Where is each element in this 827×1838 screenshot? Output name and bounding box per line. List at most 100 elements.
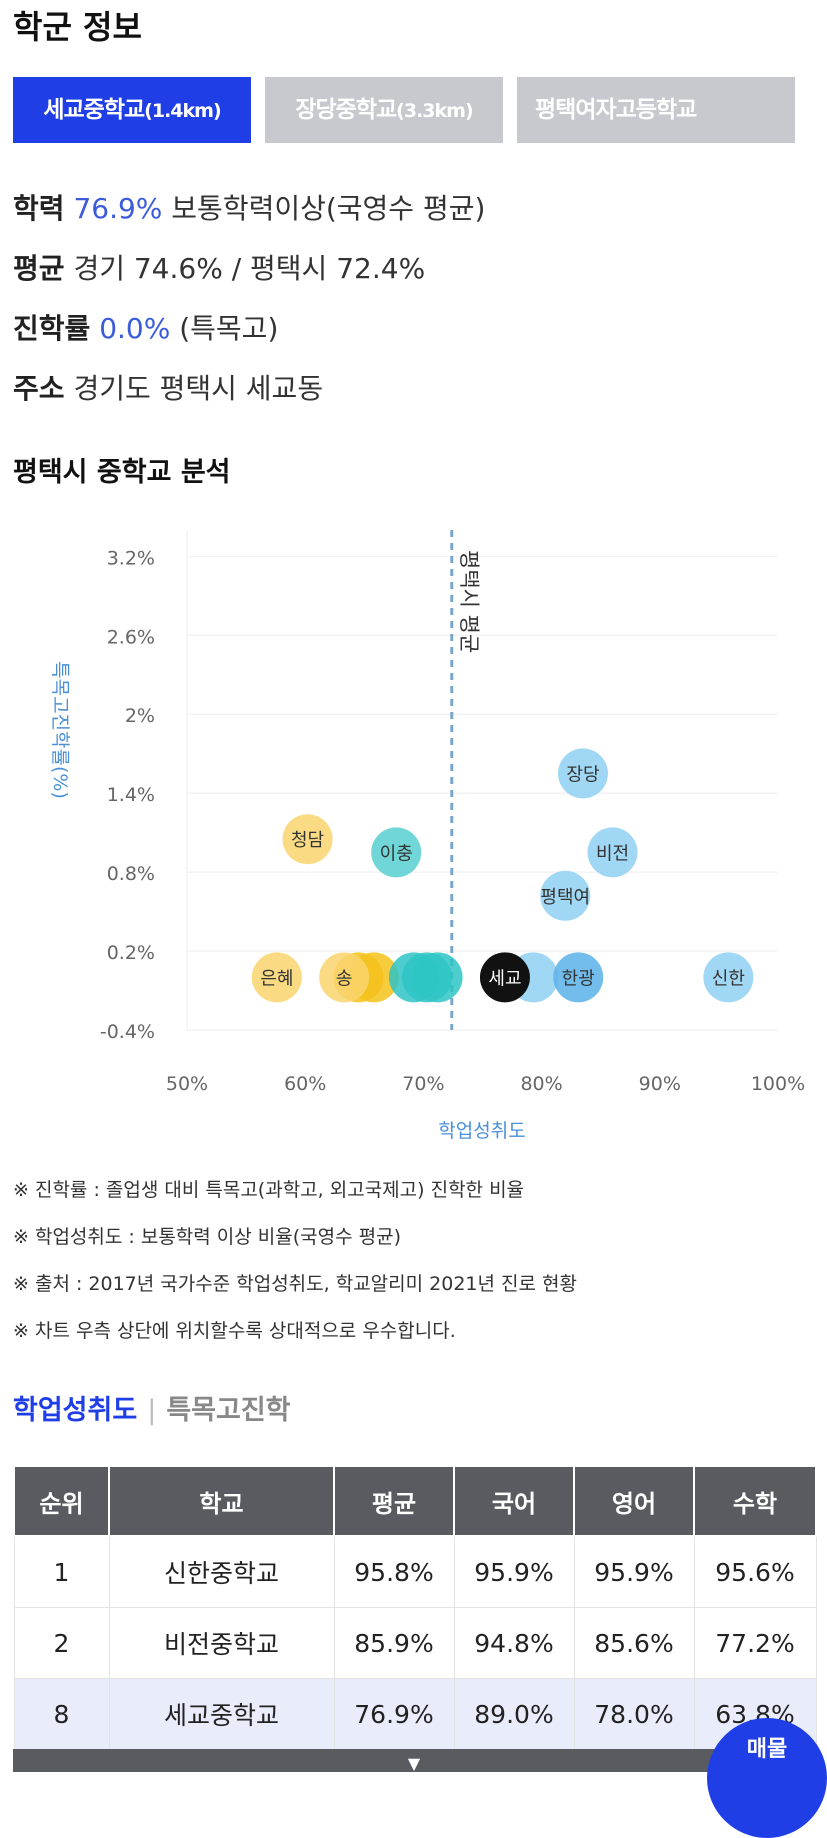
ranking-subtabs: 학업성취도 | 특목고진학 <box>13 1388 291 1427</box>
note-advancement: ※ 진학률 : 졸업생 대비 특목고(과학고, 외고국제고) 진학한 비율 <box>13 1179 525 1201</box>
note-source: ※ 출처 : 2017년 국가수준 학업성취도, 학교알리미 2021년 진로 … <box>13 1273 577 1295</box>
header-english: 영어 <box>573 1465 695 1537</box>
analysis-title: 평택시 중학교 분석 <box>13 457 231 488</box>
note-guide: ※ 차트 우측 상단에 위치할수록 상대적으로 우수합니다. <box>13 1320 456 1342</box>
tab-school-2-name: 장당중학교 <box>295 97 397 123</box>
subtab-separator: | <box>147 1395 157 1426</box>
cell-rank: 2 <box>13 1607 110 1679</box>
data-point-label: 비전 <box>596 843 629 864</box>
y-tick-label: 0.8% <box>107 863 155 885</box>
tab-school-1-name: 세교중학교 <box>43 97 145 123</box>
cell-english: 78.0% <box>573 1678 695 1750</box>
notes: ※ 진학률 : 졸업생 대비 특목고(과학고, 외고국제고) 진학한 비율 ※ … <box>13 1170 577 1358</box>
data-point-label: 이충 <box>380 843 413 864</box>
data-point-label: 은혜 <box>260 968 293 989</box>
tab-school-1-distance: (1.4km) <box>144 100 221 122</box>
header-math: 수학 <box>693 1465 817 1537</box>
tab-school-2[interactable]: 장당중학교(3.3km) <box>265 77 503 143</box>
header-average: 평균 <box>333 1465 455 1537</box>
data-point-label: 평택여 <box>540 887 590 908</box>
x-tick-label: 80% <box>520 1073 562 1095</box>
cell-korean: 94.8% <box>453 1607 575 1679</box>
info-advancement: 진학률 0.0% (특목고) <box>13 307 278 347</box>
info-address: 주소 경기도 평택시 세교동 <box>13 367 323 407</box>
data-point <box>479 952 530 1003</box>
x-tick-label: 60% <box>284 1073 326 1095</box>
cell-school: 신한중학교 <box>108 1535 335 1608</box>
header-korean: 국어 <box>453 1465 575 1537</box>
school-tabs: 세교중학교(1.4km) 장당중학교(3.3km) 평택여자고등학교 <box>13 77 827 143</box>
cell-rank: 8 <box>13 1678 110 1750</box>
info-academic-value: 76.9% <box>73 192 163 225</box>
cell-average: 85.9% <box>333 1607 455 1679</box>
tab-school-1[interactable]: 세교중학교(1.4km) <box>13 77 251 143</box>
cell-math: 95.6% <box>693 1535 817 1608</box>
data-point <box>557 748 608 799</box>
cell-english: 85.6% <box>573 1607 695 1679</box>
info-academic-label: 학력 <box>13 192 65 225</box>
cell-korean: 95.9% <box>453 1535 575 1608</box>
y-tick-label: 1.4% <box>107 784 155 806</box>
data-point-label: 청담 <box>291 830 324 851</box>
x-tick-label: 70% <box>402 1073 444 1095</box>
cell-rank: 1 <box>13 1535 110 1608</box>
info-average-text: 경기 74.6% / 평택시 72.4% <box>73 252 426 285</box>
data-point <box>412 952 463 1003</box>
note-achievement: ※ 학업성취도 : 보통학력 이상 비율(국영수 평균) <box>13 1226 402 1248</box>
data-point-label: 송 <box>336 968 353 989</box>
info-average-label: 평균 <box>13 252 65 285</box>
page-title: 학군 정보 <box>13 8 142 46</box>
info-advancement-desc: (특목고) <box>179 312 279 345</box>
y-tick-label: 2% <box>125 705 155 727</box>
tab-school-3-name: 평택여자고등학교 <box>535 97 697 123</box>
info-advancement-value: 0.0% <box>99 312 171 345</box>
x-tick-label: 100% <box>751 1073 805 1095</box>
header-rank: 순위 <box>13 1465 110 1537</box>
data-point <box>553 952 604 1003</box>
y-axis-label: 특목고진학률(%) <box>49 661 71 799</box>
cell-korean: 89.0% <box>453 1678 575 1750</box>
info-academic-desc: 보통학력이상(국영수 평균) <box>171 192 486 225</box>
cell-average: 95.8% <box>333 1535 455 1608</box>
data-point <box>282 814 333 865</box>
y-tick-label: 2.6% <box>107 626 155 648</box>
cell-school: 세교중학교 <box>108 1678 335 1750</box>
x-tick-label: 50% <box>166 1073 208 1095</box>
cell-math: 77.2% <box>693 1607 817 1679</box>
reference-line-label: 평택시 평균 <box>457 550 481 653</box>
info-academic: 학력 76.9% 보통학력이상(국영수 평균) <box>13 187 485 227</box>
expand-table-button[interactable]: ▼ <box>13 1749 815 1773</box>
table-header-row: 순위 학교 평균 국어 영어 수학 <box>13 1465 817 1537</box>
subtab-achievement[interactable]: 학업성취도 <box>13 1395 138 1426</box>
x-axis-label: 학업성취도 <box>438 1120 525 1140</box>
data-point <box>703 952 754 1003</box>
table-row: 1 신한중학교 95.8% 95.9% 95.9% 95.6% <box>13 1535 817 1608</box>
cell-average: 76.9% <box>333 1678 455 1750</box>
y-tick-label: 3.2% <box>107 547 155 569</box>
chevron-down-icon: ▼ <box>407 1754 421 1773</box>
info-address-text: 경기도 평택시 세교동 <box>73 372 324 405</box>
y-tick-label: -0.4% <box>100 1021 155 1043</box>
info-address-label: 주소 <box>13 372 65 405</box>
plot-area <box>187 530 778 1030</box>
data-point <box>587 827 638 878</box>
info-average: 평균 경기 74.6% / 평택시 72.4% <box>13 247 425 287</box>
data-point-label: 신한 <box>712 968 745 989</box>
listings-fab-button[interactable]: 매물 <box>707 1718 827 1838</box>
header-school: 학교 <box>108 1465 335 1537</box>
data-point-label: 한광 <box>562 968 595 989</box>
table-row: 2 비전중학교 85.9% 94.8% 85.6% 77.2% <box>13 1607 817 1679</box>
tab-school-3[interactable]: 평택여자고등학교 <box>517 77 795 143</box>
y-tick-label: 0.2% <box>107 942 155 964</box>
data-point <box>540 870 591 921</box>
info-advancement-label: 진학률 <box>13 312 91 345</box>
x-tick-label: 90% <box>639 1073 681 1095</box>
tab-school-2-distance: (3.3km) <box>396 100 473 122</box>
subtab-special-school[interactable]: 특목고진학 <box>166 1395 291 1426</box>
table-row-current-school: 8 세교중학교 76.9% 89.0% 78.0% 63.8% <box>13 1678 817 1750</box>
data-point-label: 장당 <box>566 764 599 785</box>
data-point <box>319 952 370 1003</box>
ranking-table: 순위 학교 평균 국어 영어 수학 1 신한중학교 95.8% 95.9% 95… <box>13 1465 817 1750</box>
data-point <box>371 827 422 878</box>
scatter-chart: -0.4% 0.2% 0.8% 1.4% 2% 2.6% 3.2% 50% 60% 70% 80% 9… <box>49 530 805 1140</box>
